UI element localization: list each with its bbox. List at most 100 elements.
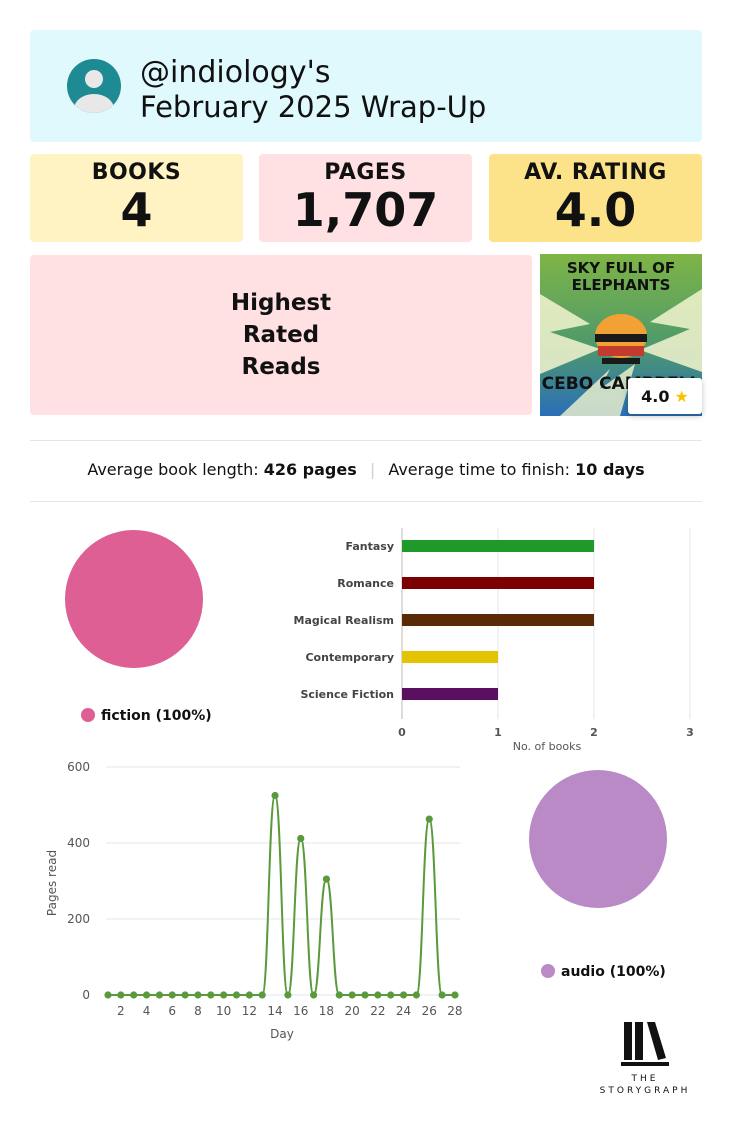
genre-x-tick-label: 0 bbox=[398, 726, 406, 739]
pages-y-tick-label: 200 bbox=[67, 912, 90, 926]
pages-data-point[interactable] bbox=[335, 991, 343, 999]
pages-series-line bbox=[108, 794, 455, 997]
pages-data-point[interactable] bbox=[310, 991, 318, 999]
wrap-up-header: @indiology's February 2025 Wrap-Up bbox=[30, 30, 702, 142]
pages-data-point[interactable] bbox=[425, 815, 433, 823]
pages-data-point[interactable] bbox=[361, 991, 369, 999]
pages-y-tick-label: 600 bbox=[67, 760, 90, 774]
pages-value: 1,707 bbox=[292, 183, 439, 237]
pages-y-tick-label: 400 bbox=[67, 836, 90, 850]
avg-time-label: Average time to finish: bbox=[388, 460, 571, 479]
pages-x-tick-label: 14 bbox=[267, 1004, 282, 1018]
genre-category-label: Contemporary bbox=[305, 651, 394, 664]
pages-x-tick-label: 4 bbox=[143, 1004, 151, 1018]
pages-stat-card: PAGES 1,707 bbox=[259, 154, 472, 242]
pages-data-point[interactable] bbox=[374, 991, 382, 999]
pages-data-point[interactable] bbox=[194, 991, 202, 999]
pages-data-point[interactable] bbox=[322, 875, 331, 883]
pages-data-point[interactable] bbox=[348, 991, 356, 999]
fiction-pie-chart bbox=[65, 530, 203, 668]
highest-rated-line1: Highest bbox=[230, 290, 332, 316]
logo-line1: THE bbox=[631, 1074, 659, 1084]
pages-x-tick-label: 6 bbox=[168, 1004, 176, 1018]
genre-category-label: Fantasy bbox=[345, 540, 394, 553]
pages-x-tick-label: 2 bbox=[117, 1004, 125, 1018]
pages-data-point[interactable] bbox=[207, 991, 215, 999]
genre-bar[interactable] bbox=[402, 651, 498, 663]
book-rating-value: 4.0 bbox=[641, 386, 670, 406]
genre-x-tick-label: 2 bbox=[590, 726, 598, 739]
pages-data-point[interactable] bbox=[155, 991, 163, 999]
pages-data-point[interactable] bbox=[130, 991, 138, 999]
genre-category-label: Romance bbox=[337, 577, 394, 590]
audio-pie-chart bbox=[529, 770, 667, 908]
pages-data-point[interactable] bbox=[232, 991, 241, 999]
pages-x-tick-label: 24 bbox=[396, 1004, 411, 1018]
rating-label: AV. RATING bbox=[524, 160, 667, 185]
genre-bar[interactable] bbox=[402, 540, 594, 552]
divider-top bbox=[30, 440, 702, 441]
genre-bar[interactable] bbox=[402, 688, 498, 700]
pages-data-point[interactable] bbox=[399, 991, 408, 999]
books-value: 4 bbox=[120, 183, 153, 237]
avg-length-label: Average book length: bbox=[87, 460, 259, 479]
audio-legend-label: audio (100%) bbox=[561, 964, 666, 980]
pages-data-point[interactable] bbox=[271, 791, 279, 800]
fiction-pie-slice[interactable] bbox=[65, 530, 203, 668]
pages-data-point[interactable] bbox=[438, 991, 446, 999]
genre-category-label: Magical Realism bbox=[294, 614, 394, 627]
cover-title-line2: ELEPHANTS bbox=[572, 276, 671, 294]
pages-x-tick-label: 26 bbox=[422, 1004, 437, 1018]
audio-legend[interactable]: audio (100%) bbox=[541, 961, 666, 980]
highest-rated-heading: Highest Rated Reads bbox=[30, 255, 532, 415]
averages-line: Average book length: 426 pages | Average… bbox=[30, 460, 702, 479]
rating-stat-card: AV. RATING 4.0 bbox=[489, 154, 702, 242]
pages-x-tick-label: 22 bbox=[370, 1004, 385, 1018]
highest-rated-panel: Highest Rated Reads bbox=[30, 255, 532, 415]
highest-rated-line3: Reads bbox=[241, 354, 321, 380]
genre-x-tick-label: 3 bbox=[686, 726, 694, 739]
divider-bottom bbox=[30, 501, 702, 502]
pages-x-tick-label: 10 bbox=[216, 1004, 231, 1018]
audio-pie-slice[interactable] bbox=[529, 770, 667, 908]
fiction-legend-label: fiction (100%) bbox=[101, 708, 212, 724]
books-stat-card: BOOKS 4 bbox=[30, 154, 243, 242]
avg-length-value: 426 pages bbox=[263, 460, 357, 479]
pages-data-point[interactable] bbox=[297, 834, 305, 843]
page-title: February 2025 Wrap-Up bbox=[140, 90, 487, 124]
pages-x-tick-label: 8 bbox=[194, 1004, 202, 1018]
pages-data-point[interactable] bbox=[104, 991, 112, 999]
pages-x-tick-label: 20 bbox=[345, 1004, 360, 1018]
pages-data-point[interactable] bbox=[168, 991, 176, 999]
pages-data-point[interactable] bbox=[181, 991, 189, 999]
pages-x-axis-label: Day bbox=[270, 1027, 294, 1041]
storygraph-logo[interactable]: THE STORYGRAPH bbox=[585, 1020, 705, 1096]
pages-label: PAGES bbox=[324, 160, 407, 185]
pages-data-point[interactable] bbox=[387, 991, 395, 999]
pages-data-point[interactable] bbox=[220, 991, 228, 999]
books-label: BOOKS bbox=[91, 160, 182, 185]
pages-y-axis-label: Pages read bbox=[45, 850, 59, 916]
pages-data-point[interactable] bbox=[245, 991, 253, 999]
genre-bar[interactable] bbox=[402, 577, 594, 589]
pages-data-point[interactable] bbox=[258, 991, 266, 999]
pages-x-tick-label: 28 bbox=[447, 1004, 462, 1018]
pages-data-point[interactable] bbox=[117, 991, 125, 999]
pages-data-point[interactable] bbox=[451, 991, 459, 999]
rating-value: 4.0 bbox=[554, 183, 637, 237]
book-rating-badge: 4.0 ★ bbox=[628, 378, 702, 414]
genre-category-label: Science Fiction bbox=[300, 688, 394, 701]
star-icon: ★ bbox=[674, 386, 689, 406]
genre-bar[interactable] bbox=[402, 614, 594, 626]
pages-data-point[interactable] bbox=[412, 991, 420, 999]
genre-x-axis-label: No. of books bbox=[513, 740, 582, 753]
averages-separator: | bbox=[369, 460, 376, 479]
fiction-legend-dot bbox=[81, 708, 95, 722]
pages-data-point[interactable] bbox=[142, 991, 151, 999]
storygraph-books-icon bbox=[621, 1022, 669, 1066]
fiction-legend[interactable]: fiction (100%) bbox=[81, 705, 212, 724]
pages-x-tick-label: 16 bbox=[293, 1004, 308, 1018]
audio-legend-dot bbox=[541, 964, 555, 978]
pages-data-point[interactable] bbox=[284, 991, 292, 999]
